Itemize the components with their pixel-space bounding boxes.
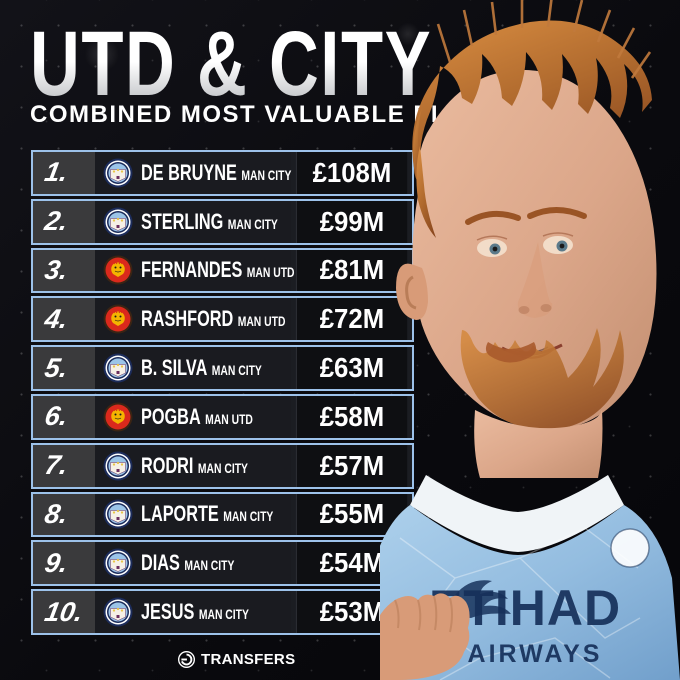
svg-text:AIRWAYS: AIRWAYS xyxy=(468,640,603,668)
